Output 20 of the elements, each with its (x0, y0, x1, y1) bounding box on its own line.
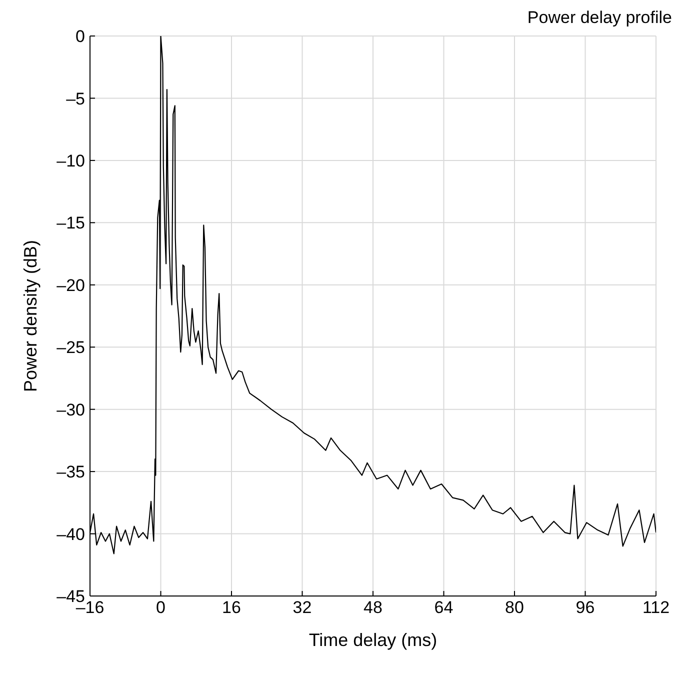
x-axis-title: Time delay (ms) (308, 630, 438, 650)
x-tick-label: 32 (292, 598, 312, 618)
x-tick-label: 48 (364, 598, 382, 618)
y-tick-label: –30 (56, 400, 85, 420)
y-tick-label: –20 (56, 276, 85, 295)
x-tick-label: 16 (222, 598, 241, 618)
x-tick-label: 96 (576, 598, 595, 618)
y-tick-label: 0 (76, 27, 85, 46)
y-tick-label: –5 (66, 89, 85, 108)
x-tick-label: 0 (156, 598, 166, 618)
x-tick-label: 112 (642, 598, 670, 618)
x-tick-label: 80 (505, 598, 524, 618)
y-tick-label: –40 (56, 524, 85, 544)
y-axis-title: Power density (dB) (20, 240, 40, 392)
x-tick-label: 64 (434, 598, 454, 618)
y-tick-label: –25 (56, 338, 85, 358)
y-tick-label: –35 (56, 462, 85, 482)
y-tick-label: –15 (56, 214, 85, 233)
chart-title: Power delay profile (527, 8, 672, 28)
y-tick-label: –10 (56, 151, 85, 170)
